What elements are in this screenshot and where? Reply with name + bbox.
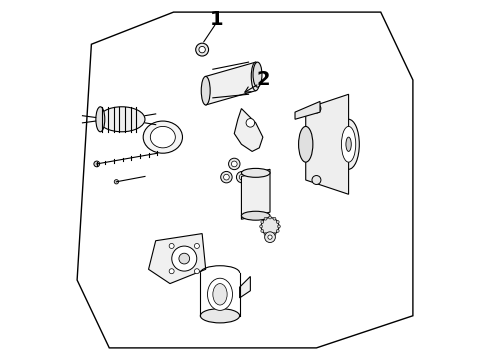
Ellipse shape <box>346 137 351 152</box>
Circle shape <box>199 46 205 53</box>
Ellipse shape <box>242 211 270 220</box>
Circle shape <box>114 180 119 184</box>
Polygon shape <box>240 276 250 298</box>
Circle shape <box>94 161 99 167</box>
Polygon shape <box>206 62 256 105</box>
Ellipse shape <box>150 126 175 148</box>
Circle shape <box>196 43 209 56</box>
Circle shape <box>239 174 245 180</box>
Text: 2: 2 <box>256 71 270 90</box>
Circle shape <box>231 161 237 167</box>
Circle shape <box>169 243 174 248</box>
Ellipse shape <box>96 107 105 132</box>
Circle shape <box>273 217 276 220</box>
Circle shape <box>261 229 264 232</box>
Circle shape <box>268 235 272 239</box>
Ellipse shape <box>200 309 240 323</box>
Circle shape <box>246 118 255 127</box>
Circle shape <box>276 221 279 224</box>
Circle shape <box>220 171 232 183</box>
Circle shape <box>260 225 263 228</box>
Circle shape <box>276 229 279 232</box>
Ellipse shape <box>298 126 313 162</box>
Circle shape <box>195 243 199 248</box>
Circle shape <box>261 221 264 224</box>
Circle shape <box>169 269 174 274</box>
Ellipse shape <box>338 119 359 169</box>
Ellipse shape <box>98 107 145 132</box>
Polygon shape <box>242 169 270 219</box>
Ellipse shape <box>242 168 270 177</box>
Ellipse shape <box>251 62 260 91</box>
Ellipse shape <box>213 284 227 305</box>
Circle shape <box>261 217 279 235</box>
Text: 1: 1 <box>210 10 223 29</box>
Ellipse shape <box>253 62 262 87</box>
Circle shape <box>237 171 248 183</box>
Circle shape <box>269 234 271 237</box>
Circle shape <box>195 269 199 274</box>
Ellipse shape <box>201 76 210 105</box>
Polygon shape <box>295 102 320 119</box>
Ellipse shape <box>312 104 321 113</box>
Polygon shape <box>306 94 348 194</box>
Circle shape <box>273 233 276 235</box>
Circle shape <box>179 253 190 264</box>
Circle shape <box>228 158 240 170</box>
Ellipse shape <box>342 126 356 162</box>
Circle shape <box>264 217 267 220</box>
Circle shape <box>264 233 267 235</box>
Ellipse shape <box>143 121 182 153</box>
Polygon shape <box>148 234 206 284</box>
Circle shape <box>277 225 280 228</box>
Ellipse shape <box>207 278 232 310</box>
Circle shape <box>269 216 271 219</box>
Ellipse shape <box>312 176 321 184</box>
Circle shape <box>265 232 275 243</box>
Polygon shape <box>234 109 263 152</box>
Circle shape <box>172 246 197 271</box>
Circle shape <box>223 174 229 180</box>
